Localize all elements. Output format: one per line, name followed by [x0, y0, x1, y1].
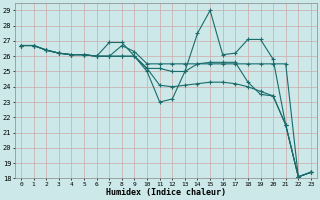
X-axis label: Humidex (Indice chaleur): Humidex (Indice chaleur) — [106, 188, 226, 197]
